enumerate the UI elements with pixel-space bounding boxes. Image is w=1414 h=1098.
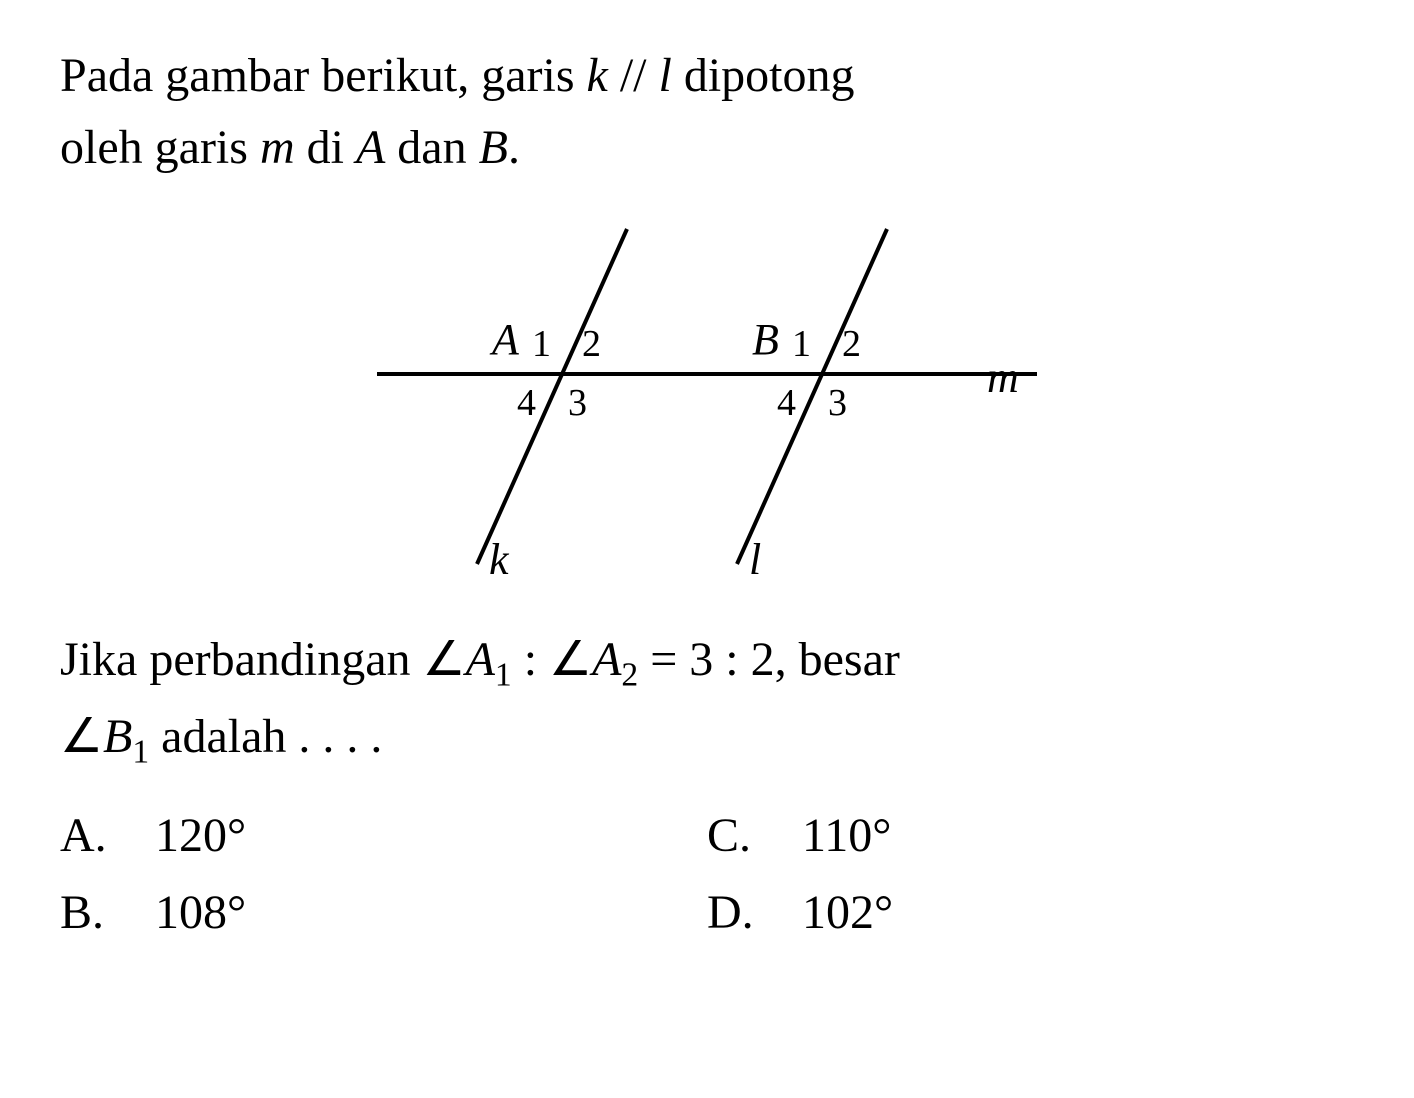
angle-B4: 4 [777, 381, 796, 425]
question-text-5: dan [385, 121, 478, 174]
option-A-letter: A. [60, 798, 120, 875]
angle-B2: 2 [842, 322, 861, 366]
label-A: A [492, 314, 519, 365]
question-line-1: Pada gambar berikut, garis k // l dipoto… [60, 40, 1354, 184]
angle-B1: 1 [792, 322, 811, 366]
label-l: l [749, 534, 761, 585]
label-B: B [752, 314, 779, 365]
angle-A4: 4 [517, 381, 536, 425]
diagram-svg [357, 214, 1057, 594]
option-B: B. 108° [60, 875, 707, 952]
prompt-part2: : ∠ [512, 633, 592, 686]
option-D-letter: D. [707, 875, 767, 952]
question-text-4: di [295, 121, 356, 174]
line-l [737, 229, 887, 564]
angle-A3: 3 [568, 381, 587, 425]
option-C: C. 110° [707, 798, 1354, 875]
prompt-A1-base: A [466, 633, 495, 686]
prompt-part1: Jika perbandingan ∠ [60, 633, 466, 686]
option-C-value: 110° [802, 798, 891, 875]
option-B-letter: B. [60, 875, 120, 952]
var-m-text: m [260, 121, 295, 174]
var-l: l [658, 49, 671, 102]
prompt-A2-sub: 2 [621, 657, 638, 694]
label-k: k [489, 534, 509, 585]
prompt-B1-base: B [103, 710, 132, 763]
question-text-3: oleh garis [60, 121, 260, 174]
var-B-text: B [479, 121, 508, 174]
line-k [477, 229, 627, 564]
option-C-letter: C. [707, 798, 767, 875]
var-A-text: A [356, 121, 385, 174]
option-A: A. 120° [60, 798, 707, 875]
prompt-part5: adalah . . . . [149, 710, 382, 763]
question-text-2: dipotong [672, 49, 855, 102]
answer-prompt: Jika perbandingan ∠A1 : ∠A2 = 3 : 2, bes… [60, 624, 1354, 778]
question-text-6: . [508, 121, 520, 174]
angle-A2: 2 [582, 322, 601, 366]
parallel-symbol: // [608, 49, 659, 102]
option-B-value: 108° [155, 875, 246, 952]
prompt-part3: = 3 : 2, besar [638, 633, 900, 686]
prompt-B1-sub: 1 [132, 734, 149, 771]
question-text-1: Pada gambar berikut, garis [60, 49, 587, 102]
prompt-A2-base: A [592, 633, 621, 686]
var-k: k [587, 49, 608, 102]
option-D: D. 102° [707, 875, 1354, 952]
answer-options: A. 120° C. 110° B. 108° D. 102° [60, 798, 1354, 952]
prompt-part4: ∠ [60, 710, 103, 763]
geometry-diagram: A B m k l 1 2 3 4 1 2 3 4 [357, 214, 1057, 594]
angle-B3: 3 [828, 381, 847, 425]
option-D-value: 102° [802, 875, 893, 952]
label-m: m [987, 352, 1019, 403]
angle-A1: 1 [532, 322, 551, 366]
prompt-A1-sub: 1 [495, 657, 512, 694]
option-A-value: 120° [155, 798, 246, 875]
